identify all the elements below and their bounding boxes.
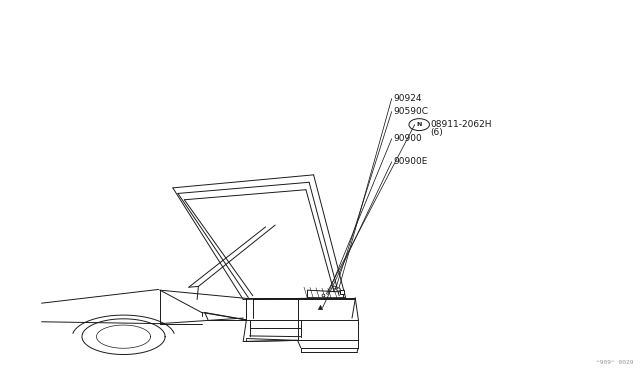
Text: 90590C: 90590C	[394, 107, 429, 116]
Text: 90900E: 90900E	[394, 157, 428, 166]
Text: N: N	[417, 122, 422, 127]
Text: 08911-2062H: 08911-2062H	[431, 120, 492, 129]
Text: (6): (6)	[431, 128, 444, 137]
Text: ^909^ 0029: ^909^ 0029	[596, 360, 634, 365]
Text: 90924: 90924	[394, 94, 422, 103]
Text: 90900: 90900	[394, 134, 422, 143]
